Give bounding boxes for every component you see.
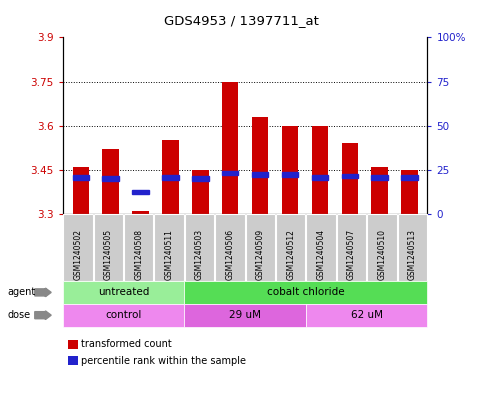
Text: GSM1240513: GSM1240513 [408, 229, 417, 280]
Text: dose: dose [7, 310, 30, 320]
Text: percentile rank within the sample: percentile rank within the sample [81, 356, 246, 366]
Bar [252, 117, 268, 214]
Text: transformed count: transformed count [81, 339, 172, 349]
Text: GSM1240509: GSM1240509 [256, 229, 265, 280]
Text: GSM1240510: GSM1240510 [377, 229, 386, 280]
Text: GSM1240507: GSM1240507 [347, 229, 356, 280]
Bar [401, 170, 418, 214]
Bar [222, 81, 239, 214]
Bar [162, 140, 179, 214]
Bar [371, 167, 388, 214]
Bar [341, 173, 358, 178]
Bar [312, 126, 328, 214]
Bar [401, 175, 418, 180]
Text: GSM1240505: GSM1240505 [104, 229, 113, 280]
Text: GSM1240512: GSM1240512 [286, 230, 295, 280]
Text: GSM1240503: GSM1240503 [195, 229, 204, 280]
Bar [102, 149, 119, 214]
Text: 62 uM: 62 uM [351, 310, 383, 320]
Bar [72, 175, 89, 180]
Text: GSM1240508: GSM1240508 [134, 229, 143, 280]
Text: 29 uM: 29 uM [229, 310, 261, 320]
Bar [252, 172, 268, 177]
Bar [282, 172, 298, 177]
Bar [222, 171, 239, 175]
Text: GSM1240502: GSM1240502 [73, 229, 83, 280]
Text: GSM1240504: GSM1240504 [316, 229, 326, 280]
Bar [162, 175, 179, 180]
Text: GDS4953 / 1397711_at: GDS4953 / 1397711_at [164, 14, 319, 27]
Text: control: control [105, 310, 142, 320]
Text: GSM1240511: GSM1240511 [165, 230, 174, 280]
Bar [341, 143, 358, 214]
Bar [282, 126, 298, 214]
Bar [371, 175, 388, 180]
Bar [192, 170, 209, 214]
Bar [312, 175, 328, 180]
Bar [102, 176, 119, 181]
Bar [192, 176, 209, 181]
Bar [72, 167, 89, 214]
Text: untreated: untreated [98, 287, 149, 298]
Bar [132, 211, 149, 214]
Bar [132, 190, 149, 195]
Text: cobalt chloride: cobalt chloride [267, 287, 345, 298]
Text: agent: agent [7, 287, 35, 298]
Text: GSM1240506: GSM1240506 [226, 229, 234, 280]
